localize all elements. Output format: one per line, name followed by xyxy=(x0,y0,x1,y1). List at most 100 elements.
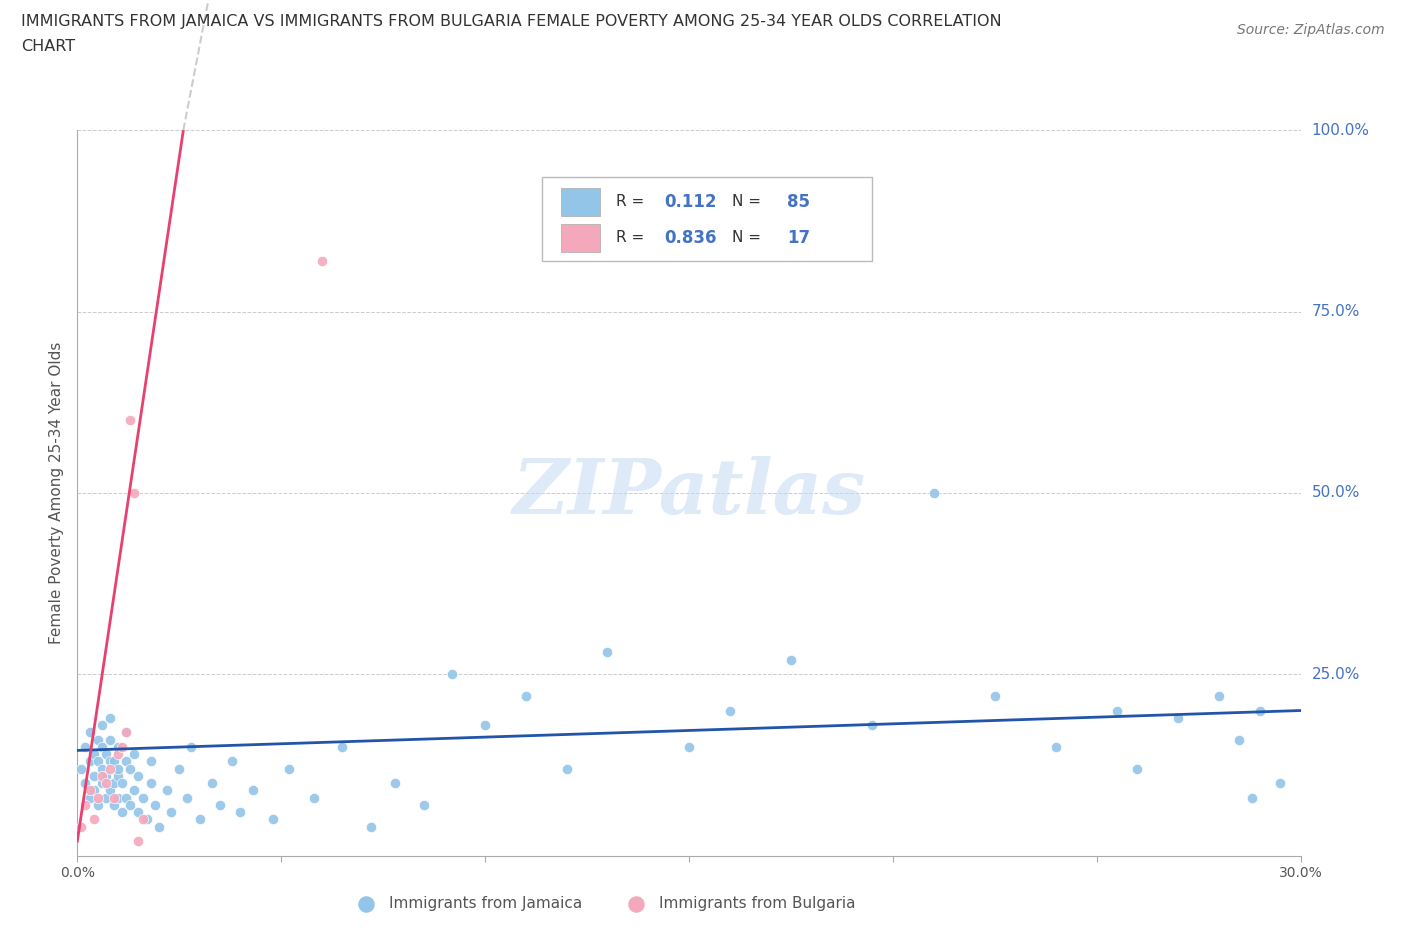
FancyBboxPatch shape xyxy=(561,224,599,251)
Point xyxy=(94,768,117,783)
Text: ZIPatlas: ZIPatlas xyxy=(512,456,866,530)
Point xyxy=(115,754,138,769)
Point xyxy=(180,739,202,754)
Point xyxy=(1229,732,1251,747)
Point xyxy=(201,776,224,790)
Point xyxy=(107,790,129,805)
Point xyxy=(111,804,134,819)
Point xyxy=(311,253,333,268)
Point xyxy=(515,688,537,703)
Point xyxy=(75,797,97,812)
Point xyxy=(1126,761,1149,776)
Text: 17: 17 xyxy=(787,229,810,246)
Point xyxy=(103,776,125,790)
Point xyxy=(90,739,112,754)
Text: N =: N = xyxy=(731,194,766,209)
Point xyxy=(384,776,406,790)
Text: Source: ZipAtlas.com: Source: ZipAtlas.com xyxy=(1237,23,1385,37)
Point xyxy=(87,790,110,805)
Point xyxy=(176,790,198,805)
Point xyxy=(302,790,325,805)
Point xyxy=(779,652,801,667)
Text: N =: N = xyxy=(731,230,766,246)
Text: 50.0%: 50.0% xyxy=(1312,485,1360,500)
Point xyxy=(555,761,578,776)
Point xyxy=(79,783,101,798)
Point xyxy=(124,747,146,762)
Point xyxy=(87,797,110,812)
Point xyxy=(441,667,464,682)
Point xyxy=(229,804,252,819)
Point xyxy=(103,754,125,769)
Point xyxy=(139,776,162,790)
Point xyxy=(131,790,153,805)
Point xyxy=(83,812,105,827)
Point xyxy=(160,804,183,819)
Text: IMMIGRANTS FROM JAMAICA VS IMMIGRANTS FROM BULGARIA FEMALE POVERTY AMONG 25-34 Y: IMMIGRANTS FROM JAMAICA VS IMMIGRANTS FR… xyxy=(21,14,1001,29)
Point xyxy=(103,797,125,812)
Point xyxy=(1249,703,1271,718)
Point xyxy=(208,797,231,812)
Point xyxy=(131,812,153,827)
Point xyxy=(1045,739,1067,754)
Point xyxy=(135,812,157,827)
Point xyxy=(1268,776,1291,790)
Point xyxy=(124,783,146,798)
Point xyxy=(79,724,101,739)
Point xyxy=(111,739,134,754)
Point xyxy=(94,776,117,790)
Point xyxy=(678,739,700,754)
Point xyxy=(79,754,101,769)
Point xyxy=(148,819,170,834)
Point xyxy=(1107,703,1129,718)
Point xyxy=(156,783,179,798)
Point xyxy=(120,797,142,812)
FancyBboxPatch shape xyxy=(561,188,599,216)
Point xyxy=(413,797,436,812)
Point xyxy=(120,413,142,428)
Point xyxy=(474,718,496,733)
Point xyxy=(83,783,105,798)
Point xyxy=(79,790,101,805)
Point xyxy=(107,747,129,762)
Point xyxy=(127,768,149,783)
Point xyxy=(75,739,97,754)
Point xyxy=(90,718,112,733)
Point xyxy=(90,776,112,790)
Point xyxy=(98,761,121,776)
Point xyxy=(83,747,105,762)
Point xyxy=(139,754,162,769)
Point xyxy=(984,688,1007,703)
Point xyxy=(107,739,129,754)
Point xyxy=(1167,711,1189,725)
Point xyxy=(242,783,264,798)
Text: CHART: CHART xyxy=(21,39,75,54)
Point xyxy=(332,739,354,754)
Point xyxy=(262,812,284,827)
Point xyxy=(124,485,146,500)
Text: 85: 85 xyxy=(787,193,810,211)
Point xyxy=(1208,688,1230,703)
Point xyxy=(98,711,121,725)
Text: 25.0%: 25.0% xyxy=(1312,667,1360,682)
Text: 100.0%: 100.0% xyxy=(1312,123,1369,138)
Point xyxy=(98,754,121,769)
Point xyxy=(103,790,125,805)
Point xyxy=(188,812,211,827)
Point xyxy=(120,761,142,776)
Text: 0.836: 0.836 xyxy=(665,229,717,246)
Point xyxy=(1240,790,1263,805)
Point xyxy=(115,724,138,739)
Point xyxy=(718,703,741,718)
Point xyxy=(94,747,117,762)
Point xyxy=(115,724,138,739)
Point xyxy=(922,485,945,500)
Point xyxy=(360,819,382,834)
Point xyxy=(75,776,97,790)
Point xyxy=(94,790,117,805)
Point xyxy=(169,761,191,776)
Point xyxy=(98,732,121,747)
Point xyxy=(115,790,138,805)
Point xyxy=(596,645,619,660)
Point xyxy=(70,819,93,834)
